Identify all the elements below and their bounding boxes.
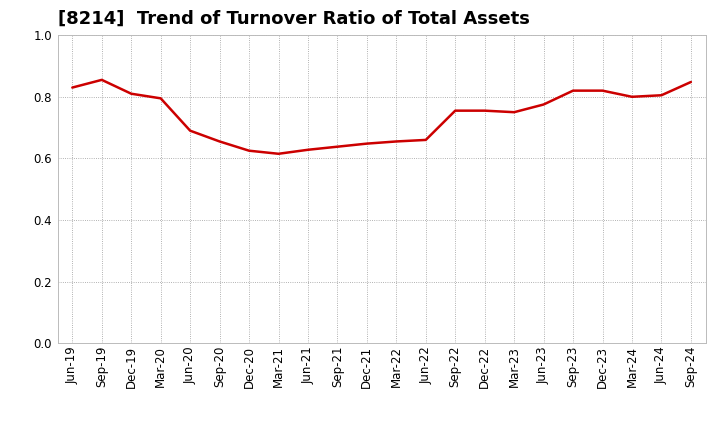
Text: [8214]  Trend of Turnover Ratio of Total Assets: [8214] Trend of Turnover Ratio of Total … <box>58 10 529 28</box>
